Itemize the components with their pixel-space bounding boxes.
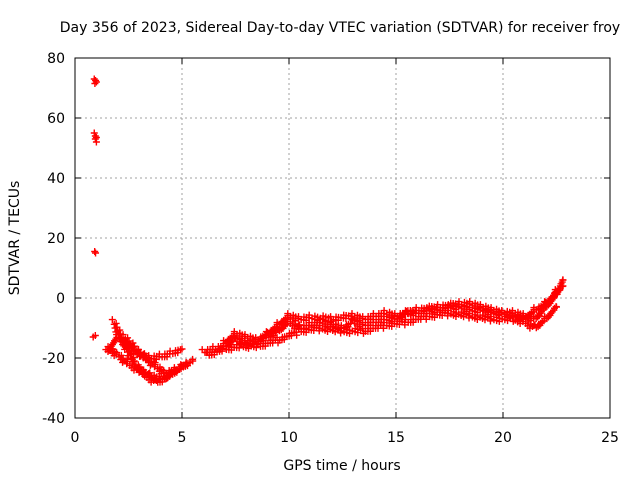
data-point	[534, 313, 542, 321]
data-point	[509, 307, 516, 315]
data-point	[129, 339, 137, 347]
data-point	[555, 286, 563, 294]
data-point	[113, 349, 121, 357]
data-point	[125, 347, 133, 355]
x-tick-label: 10	[280, 430, 298, 446]
data-point	[91, 132, 99, 140]
data-point	[519, 316, 527, 324]
data-point	[136, 364, 144, 372]
data-point	[487, 304, 495, 312]
x-axis-label: GPS time / hours	[283, 458, 400, 474]
y-tick-label: 80	[47, 51, 65, 67]
x-tick-label: 15	[387, 430, 405, 446]
data-point	[380, 307, 388, 315]
data-point	[92, 249, 100, 257]
data-point	[509, 313, 516, 321]
data-point	[284, 310, 292, 318]
data-point	[151, 361, 159, 369]
data-point	[124, 334, 132, 342]
y-tick-label: -20	[42, 351, 65, 367]
data-point	[466, 298, 474, 306]
data-point	[140, 366, 148, 374]
x-tick-label: 25	[601, 430, 619, 446]
data-point	[230, 328, 238, 336]
data-point	[546, 311, 554, 319]
grid-lines	[75, 58, 610, 418]
data-point	[134, 361, 142, 369]
data-point	[92, 77, 100, 84]
data-point	[550, 294, 558, 302]
data-point	[543, 315, 551, 323]
data-point	[158, 378, 166, 386]
data-point	[91, 248, 99, 255]
data-point	[189, 357, 197, 365]
data-point	[91, 332, 99, 339]
data-point	[544, 313, 552, 321]
data-point	[532, 315, 540, 323]
data-point	[241, 331, 249, 339]
data-point	[140, 370, 148, 378]
data-point	[108, 316, 116, 324]
data-point	[178, 345, 186, 353]
data-point	[546, 299, 554, 307]
data-point	[130, 358, 138, 366]
data-point	[235, 344, 243, 352]
data-point	[544, 301, 552, 309]
data-point	[476, 301, 484, 309]
data-point	[543, 303, 551, 311]
data-point	[140, 352, 148, 360]
data-point	[559, 276, 567, 284]
x-tick-label: 5	[178, 430, 187, 446]
y-tick-label: 0	[56, 291, 65, 307]
data-point	[548, 308, 556, 316]
x-tick-label: 0	[71, 430, 80, 446]
y-axis-label: SDTVAR / TECUs	[7, 181, 23, 296]
y-tick-label: 40	[47, 171, 65, 187]
data-point	[519, 310, 527, 318]
data-points	[89, 75, 567, 386]
data-point	[119, 331, 127, 339]
data-point	[538, 308, 546, 316]
data-point	[252, 344, 260, 352]
data-point	[125, 337, 133, 345]
x-tick-label: 20	[494, 430, 512, 446]
data-point	[182, 360, 190, 368]
y-tick-label: 20	[47, 231, 65, 247]
data-point	[218, 347, 226, 355]
data-point	[548, 296, 556, 304]
data-point	[130, 343, 138, 351]
y-tick-label: -40	[42, 411, 65, 427]
data-point	[348, 310, 356, 318]
axis-ticks: 0 5 10 15 20 25 -40 -20 0 20 40 60 80	[42, 51, 619, 446]
data-point	[92, 78, 100, 86]
data-point	[104, 343, 112, 351]
data-point	[92, 134, 100, 141]
data-point	[112, 319, 120, 327]
chart-title: Day 356 of 2023, Sidereal Day-to-day VTE…	[60, 20, 620, 36]
y-tick-label: 60	[47, 111, 65, 127]
plot-frame	[74, 57, 611, 419]
data-point	[557, 280, 565, 288]
data-point	[111, 337, 119, 345]
data-point	[116, 326, 124, 334]
data-point	[535, 311, 543, 319]
data-point	[553, 303, 560, 311]
data-point	[539, 306, 547, 314]
